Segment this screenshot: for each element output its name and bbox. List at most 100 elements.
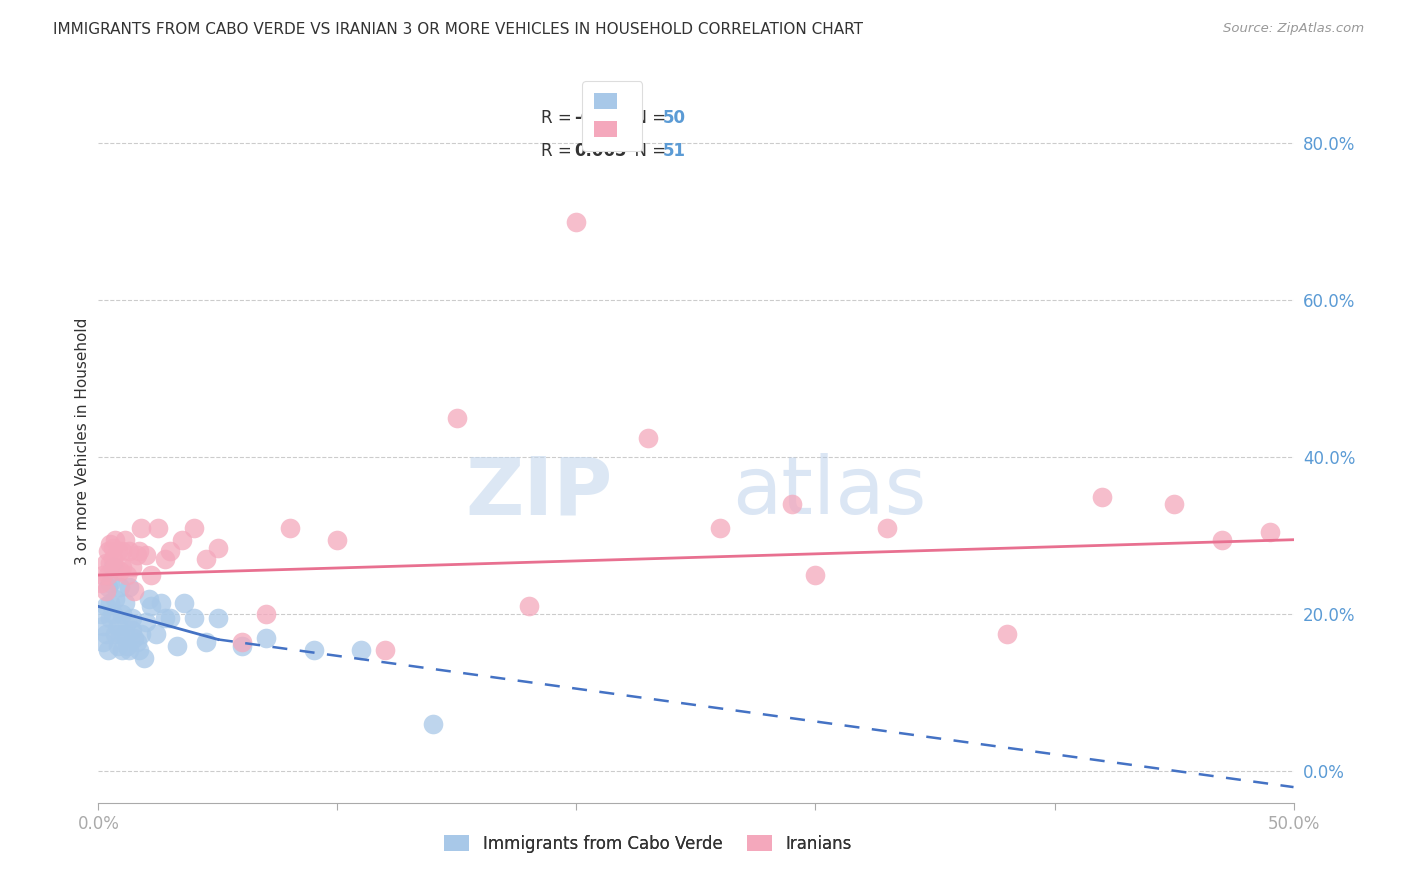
Point xyxy=(94,556,117,570)
Text: -0.151: -0.151 xyxy=(574,109,633,128)
Point xyxy=(98,536,122,550)
Point xyxy=(159,611,181,625)
Point xyxy=(94,599,117,614)
Point xyxy=(422,717,444,731)
Point xyxy=(1211,533,1233,547)
Point xyxy=(98,556,122,570)
Point xyxy=(91,635,114,649)
Point xyxy=(804,568,827,582)
Point xyxy=(94,583,117,598)
Point xyxy=(138,591,160,606)
Point xyxy=(195,552,218,566)
Point xyxy=(121,560,143,574)
Point xyxy=(97,642,120,657)
Text: Source: ZipAtlas.com: Source: ZipAtlas.com xyxy=(1223,22,1364,36)
Point xyxy=(637,431,659,445)
Point xyxy=(159,544,181,558)
Point xyxy=(101,541,124,555)
Text: atlas: atlas xyxy=(733,453,927,531)
Text: 0.065: 0.065 xyxy=(574,142,627,160)
Point xyxy=(118,544,141,558)
Text: 50: 50 xyxy=(662,109,686,128)
Point xyxy=(108,564,131,578)
Point xyxy=(108,580,131,594)
Point xyxy=(114,595,136,609)
Point xyxy=(302,642,325,657)
Point xyxy=(104,627,127,641)
Point xyxy=(115,615,138,630)
Point xyxy=(172,533,194,547)
Point xyxy=(107,619,129,633)
Point xyxy=(121,611,143,625)
Point xyxy=(111,607,134,622)
Point xyxy=(1163,497,1185,511)
Point xyxy=(98,595,122,609)
Text: IMMIGRANTS FROM CABO VERDE VS IRANIAN 3 OR MORE VEHICLES IN HOUSEHOLD CORRELATIO: IMMIGRANTS FROM CABO VERDE VS IRANIAN 3 … xyxy=(53,22,863,37)
Point xyxy=(350,642,373,657)
Point xyxy=(155,552,177,566)
Point xyxy=(565,214,588,228)
Text: N =: N = xyxy=(624,142,672,160)
Point xyxy=(101,552,124,566)
Point xyxy=(132,650,155,665)
Point xyxy=(104,533,127,547)
Point xyxy=(108,627,131,641)
Point xyxy=(149,595,172,609)
Point xyxy=(231,635,253,649)
Point xyxy=(125,635,148,649)
Text: R =: R = xyxy=(541,109,576,128)
Point xyxy=(94,627,117,641)
Point xyxy=(709,521,731,535)
Text: R =: R = xyxy=(541,142,576,160)
Point xyxy=(254,607,277,622)
Point xyxy=(125,549,148,563)
Point xyxy=(107,544,129,558)
Point xyxy=(128,544,150,558)
Point xyxy=(107,639,129,653)
Point xyxy=(91,568,114,582)
Point xyxy=(131,627,153,641)
Point xyxy=(118,642,141,657)
Text: N =: N = xyxy=(624,109,672,128)
Point xyxy=(115,639,138,653)
Point xyxy=(166,639,188,653)
Point xyxy=(183,611,205,625)
Legend: Immigrants from Cabo Verde, Iranians: Immigrants from Cabo Verde, Iranians xyxy=(437,828,859,860)
Point xyxy=(91,619,114,633)
Point xyxy=(101,607,124,622)
Point xyxy=(135,549,157,563)
Point xyxy=(124,631,146,645)
Point xyxy=(131,521,153,535)
Point xyxy=(995,627,1018,641)
Point xyxy=(97,544,120,558)
Point xyxy=(374,642,396,657)
Point xyxy=(114,627,136,641)
Point xyxy=(148,521,170,535)
Point xyxy=(97,568,120,582)
Point xyxy=(104,591,127,606)
Point xyxy=(135,615,157,630)
Point xyxy=(446,411,468,425)
Point xyxy=(278,521,301,535)
Point xyxy=(114,533,136,547)
Point xyxy=(97,580,120,594)
Point xyxy=(207,611,229,625)
Point xyxy=(118,580,141,594)
Point xyxy=(517,599,540,614)
Point xyxy=(115,568,138,582)
Point xyxy=(101,560,124,574)
Point xyxy=(231,639,253,653)
Point xyxy=(90,575,112,590)
Point xyxy=(111,560,134,574)
Point xyxy=(98,575,122,590)
Text: ZIP: ZIP xyxy=(465,453,613,531)
Point xyxy=(1091,490,1114,504)
Point xyxy=(207,541,229,555)
Point xyxy=(876,521,898,535)
Point xyxy=(111,544,134,558)
Text: 51: 51 xyxy=(662,142,686,160)
Point xyxy=(195,635,218,649)
Point xyxy=(1258,524,1281,539)
Point xyxy=(183,521,205,535)
Point xyxy=(124,583,146,598)
